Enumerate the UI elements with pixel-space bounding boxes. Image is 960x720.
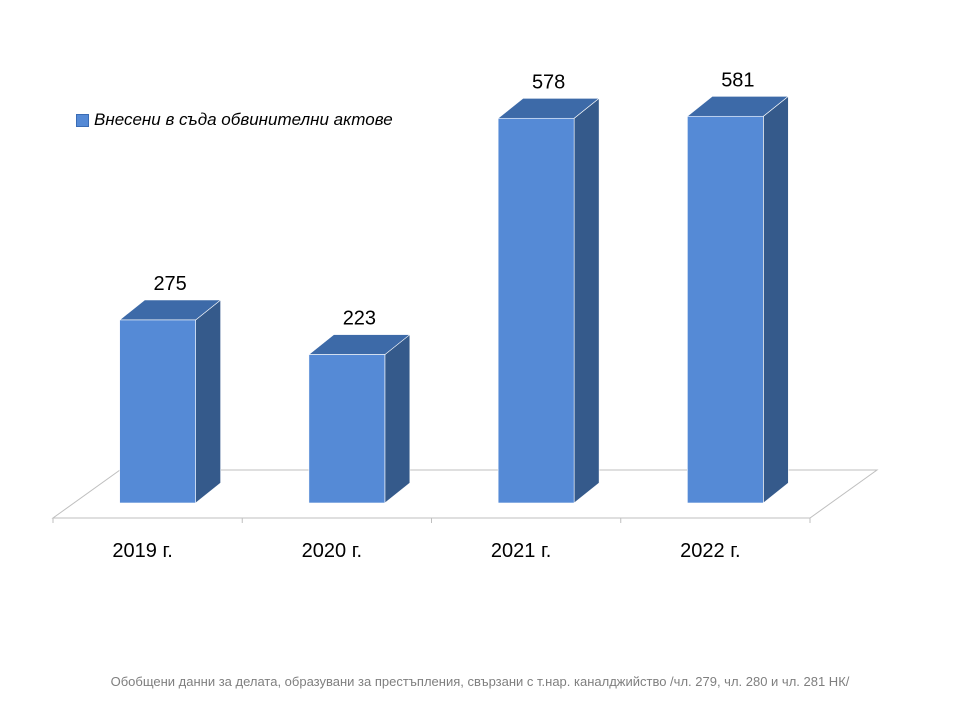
bar-front <box>687 115 764 504</box>
legend: Внесени в съда обвинителни актове <box>76 110 393 130</box>
data-label: 275 <box>153 273 186 295</box>
category-label: 2020 г. <box>302 540 362 562</box>
category-label: 2021 г. <box>491 540 551 562</box>
bar-2 <box>308 333 411 504</box>
labels-group: 275 2019 г. 223 2020 г. 578 2021 г. 581 2022 г. <box>112 69 754 562</box>
bar-3 <box>497 97 600 504</box>
data-label: 581 <box>721 69 754 91</box>
bar-side <box>763 95 789 504</box>
bar-front <box>119 319 196 504</box>
legend-label: Внесени в съда обвинителни актове <box>94 110 393 129</box>
bar-side <box>384 333 411 504</box>
bar-side <box>195 299 221 504</box>
legend-swatch <box>76 113 89 127</box>
x-axis-ticks <box>52 518 811 523</box>
bar-1 <box>118 299 222 504</box>
category-label: 2019 г. <box>112 540 172 562</box>
bar-front <box>497 117 575 504</box>
category-label: 2022 г. <box>680 540 740 562</box>
data-label: 578 <box>532 71 565 93</box>
bar-side <box>573 97 600 504</box>
footer-note: Обобщени данни за делата, образувани за … <box>110 674 850 689</box>
bar-front <box>308 354 386 504</box>
bars-group <box>118 95 790 504</box>
data-label: 223 <box>343 308 376 330</box>
bar-4 <box>686 95 790 504</box>
